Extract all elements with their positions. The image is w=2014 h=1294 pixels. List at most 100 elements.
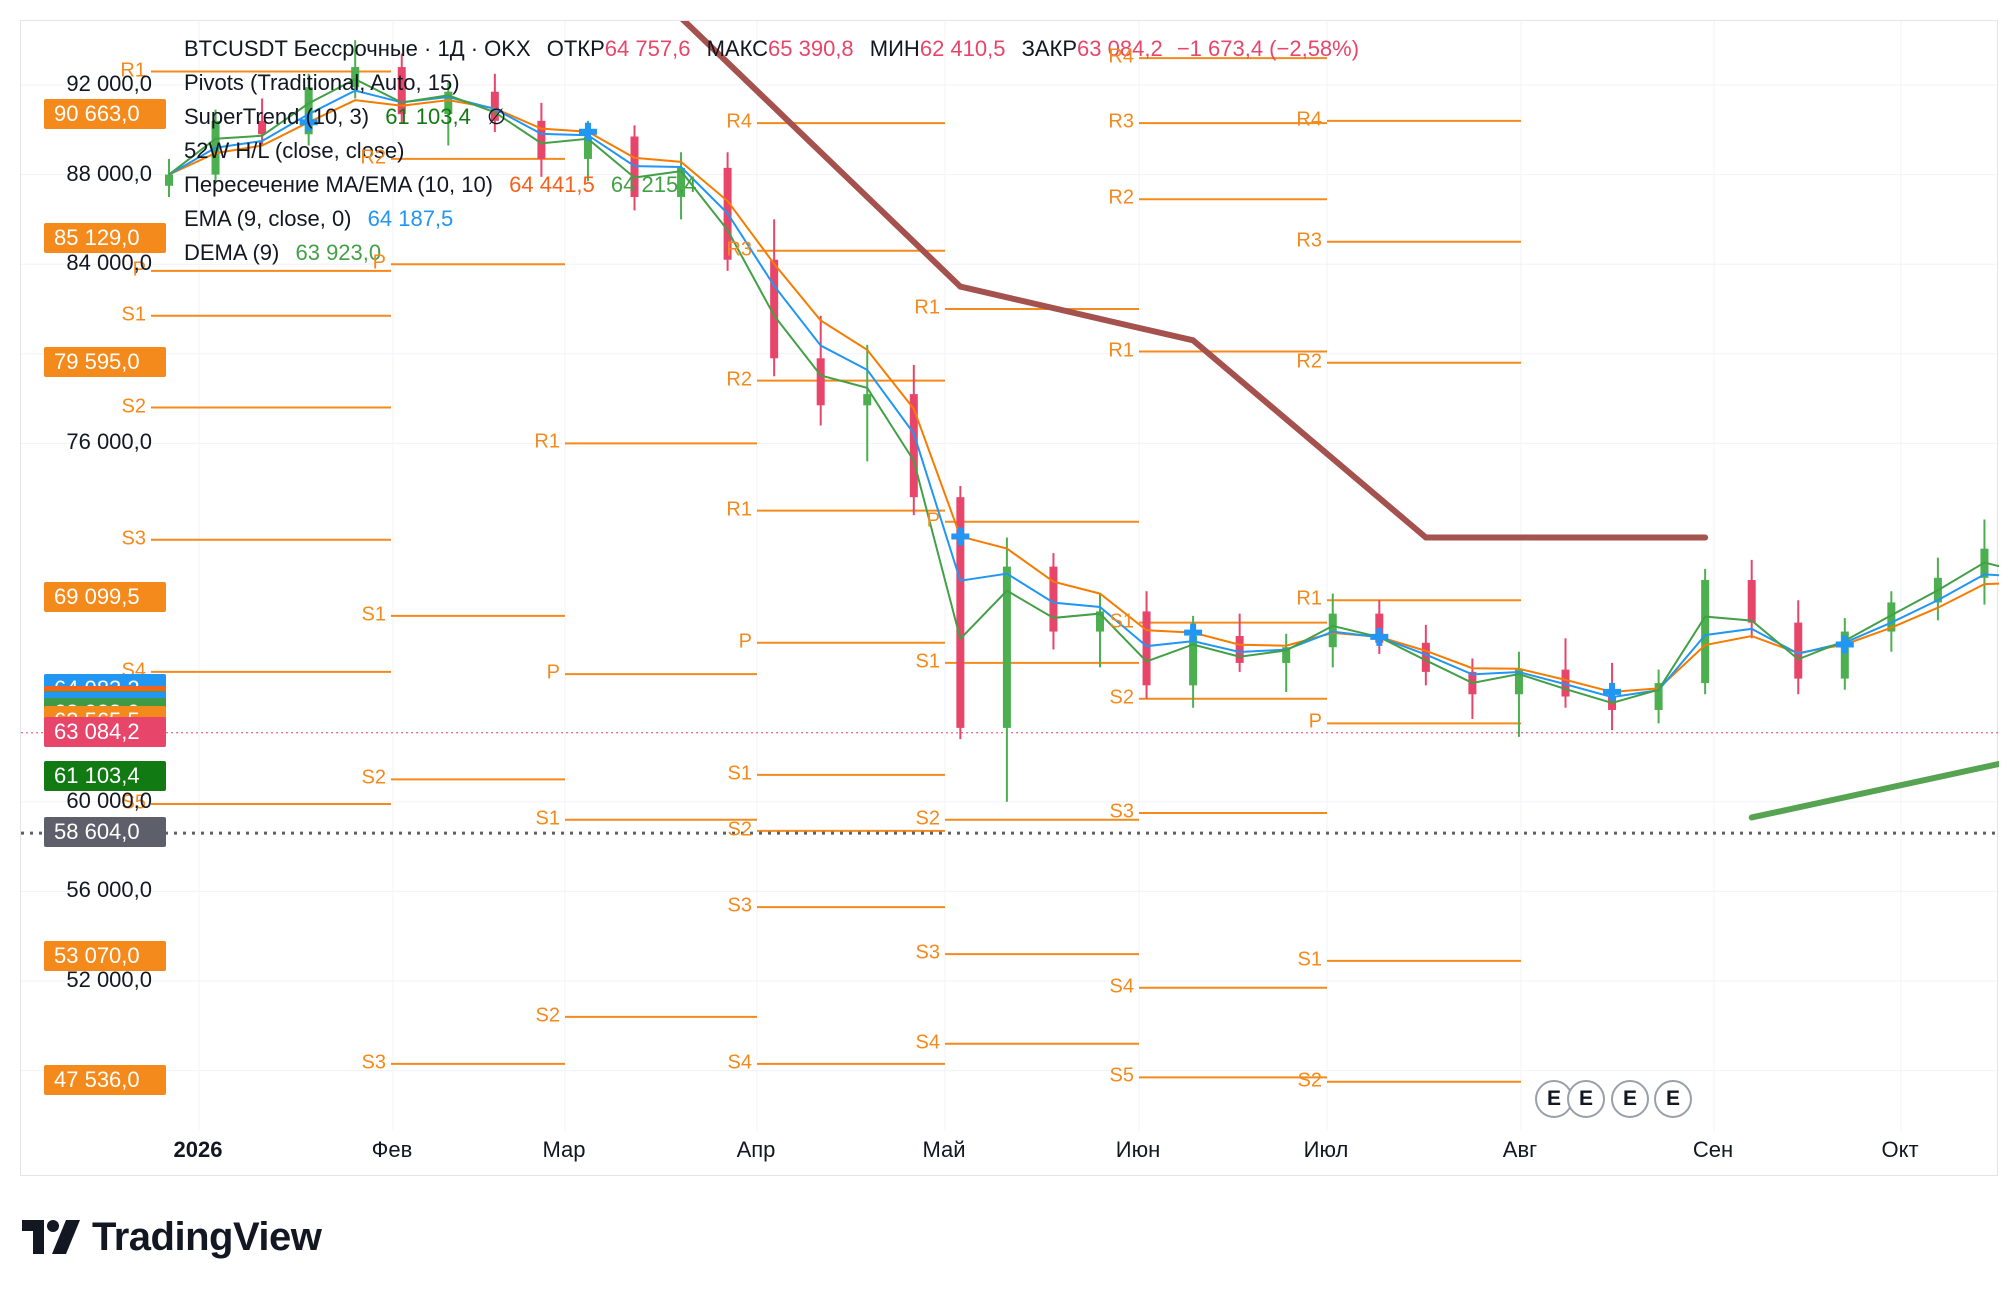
- y-axis-tick: 56 000,0: [66, 877, 152, 903]
- candle-body[interactable]: [490, 91, 499, 121]
- candle-body[interactable]: [1002, 566, 1011, 728]
- pivot-level-label: S3: [915, 941, 940, 964]
- pivot-level-label: P: [1308, 710, 1322, 733]
- ma-cross-marker[interactable]: [1184, 623, 1203, 642]
- legend-ohlc-row[interactable]: BTCUSDT Бессрочные · 1Д · OKX ОТКР64 757…: [184, 32, 1359, 66]
- price-scale-tag[interactable]: 85 129,0: [44, 222, 166, 253]
- legend-supertrend-value: 61 103,4: [385, 104, 471, 129]
- y-axis-tick: 60 000,0: [66, 787, 152, 813]
- legend-close-value: 63 084,2: [1077, 36, 1163, 61]
- ma-cross-marker[interactable]: [1603, 682, 1622, 701]
- candle-body[interactable]: [1142, 611, 1151, 686]
- candle-body[interactable]: [909, 394, 918, 498]
- legend-cross-title: Пересечение MA/EMA (10, 10): [184, 172, 494, 197]
- candle-body[interactable]: [677, 167, 686, 197]
- candle-body[interactable]: [304, 87, 313, 135]
- pivot-level-label: S3: [1109, 800, 1134, 823]
- candle-body[interactable]: [1747, 580, 1756, 623]
- candle-body[interactable]: [956, 497, 965, 728]
- legend-cross-row[interactable]: Пересечение MA/EMA (10, 10) 64 441,5 64 …: [184, 168, 1359, 202]
- candle-body[interactable]: [583, 136, 592, 159]
- pivot-level-label: R1: [726, 498, 752, 521]
- pivot-level-label: R1: [1108, 339, 1134, 362]
- legend-supertrend-row[interactable]: SuperTrend (10, 3) 61 103,4 ∅: [184, 100, 1359, 134]
- pivot-level-label: R3: [1296, 229, 1322, 252]
- price-scale-tag[interactable]: 47 536,0: [44, 1064, 166, 1095]
- legend-dema-row[interactable]: DEMA (9) 63 923,0: [184, 236, 1359, 270]
- y-axis-tick: 88 000,0: [66, 160, 152, 186]
- pivot-level-label: S5: [121, 791, 146, 814]
- candle-body[interactable]: [165, 174, 173, 186]
- candle-body[interactable]: [816, 358, 825, 406]
- earnings-marker[interactable]: E: [1654, 1080, 1692, 1118]
- ma-cross-line: [168, 99, 1999, 693]
- legend-pivots-row[interactable]: Pivots (Traditional, Auto, 15): [184, 66, 1359, 100]
- candle-body[interactable]: [1189, 636, 1198, 686]
- ma-cross-marker[interactable]: [1370, 627, 1389, 646]
- ma-cross-marker[interactable]: [951, 527, 970, 546]
- legend-close-label: ЗАКР: [1021, 36, 1078, 61]
- candle-body[interactable]: [770, 259, 779, 359]
- pivot-level-label: S5: [1109, 1064, 1134, 1087]
- candle-body[interactable]: [1561, 669, 1570, 697]
- pivot-level-label: S1: [361, 603, 386, 626]
- pivot-level-label: S3: [361, 1051, 386, 1074]
- ma-cross-marker[interactable]: [1835, 635, 1854, 654]
- price-scale-tag[interactable]: 90 663,0: [44, 98, 166, 129]
- pivot-level-label: R4: [1296, 108, 1322, 131]
- legend-hl52-row[interactable]: 52W H/L (close, close): [184, 134, 1359, 168]
- x-axis-tick: Июл: [1303, 1137, 1349, 1162]
- candle-body[interactable]: [863, 394, 872, 406]
- price-scale-tag[interactable]: 79 595,0: [44, 346, 166, 377]
- pivot-level-label: R1: [1296, 587, 1322, 610]
- candle-body[interactable]: [1328, 613, 1337, 648]
- candle-body[interactable]: [1282, 647, 1291, 663]
- tradingview-logo[interactable]: TradingView: [22, 1214, 322, 1260]
- candle-body[interactable]: [1096, 611, 1104, 632]
- price-scale-tag[interactable]: 58 604,0: [44, 817, 166, 848]
- candle-body[interactable]: [1887, 602, 1896, 632]
- pivot-level-label: P: [738, 630, 752, 653]
- candle-body[interactable]: [351, 67, 360, 88]
- candle-body[interactable]: [537, 120, 546, 159]
- supertrend-line: [1748, 760, 1999, 821]
- candle-body[interactable]: [397, 67, 406, 115]
- candle-body[interactable]: [1049, 566, 1058, 632]
- x-axis-tick: Май: [922, 1137, 966, 1162]
- earnings-marker[interactable]: E: [1611, 1080, 1649, 1118]
- earnings-marker[interactable]: E: [1567, 1080, 1605, 1118]
- price-scale-tag[interactable]: 53 070,0: [44, 941, 166, 972]
- legend-dema-title: DEMA (9): [184, 240, 280, 265]
- pivot-level-label: S1: [915, 650, 940, 673]
- pivot-level-label: R2: [1108, 186, 1134, 209]
- candle-body[interactable]: [258, 120, 267, 135]
- candle-body[interactable]: [1840, 631, 1849, 679]
- pivot-level-label: R4: [726, 110, 752, 133]
- x-axis-tick: Сен: [1692, 1137, 1734, 1162]
- legend-low-value: 62 410,5: [919, 36, 1006, 61]
- pivot-level-label: R3: [726, 238, 752, 261]
- candle-body[interactable]: [1514, 669, 1523, 695]
- candle-body[interactable]: [1421, 642, 1430, 672]
- chart-frame[interactable]: [20, 20, 1999, 1177]
- pivot-level-label: S4: [727, 1051, 752, 1074]
- ma-cross-marker[interactable]: [299, 113, 318, 132]
- price-chart[interactable]: [21, 21, 1999, 1177]
- supertrend-line: [957, 283, 1197, 344]
- supertrend-line: [1190, 337, 1429, 541]
- legend-ema-row[interactable]: EMA (9, close, 0) 64 187,5: [184, 202, 1359, 236]
- pivot-level-label: P: [546, 661, 560, 684]
- price-scale-tag[interactable]: 63 084,2: [44, 716, 166, 747]
- candle-body[interactable]: [1235, 636, 1244, 663]
- candle-body[interactable]: [1701, 580, 1710, 684]
- candle-body[interactable]: [1794, 622, 1803, 679]
- pivot-level-label: S3: [727, 894, 752, 917]
- legend-symbol: BTCUSDT Бессрочные · 1Д · OKX: [184, 36, 531, 61]
- pivot-level-label: S1: [727, 762, 752, 785]
- candle-body[interactable]: [444, 91, 453, 115]
- ma-cross-marker[interactable]: [578, 122, 597, 141]
- price-scale-tag[interactable]: 61 103,4: [44, 761, 166, 792]
- legend-high-value: 65 390,8: [768, 36, 854, 61]
- price-scale-tag[interactable]: 69 099,5: [44, 581, 166, 612]
- candle-body[interactable]: [1654, 683, 1663, 710]
